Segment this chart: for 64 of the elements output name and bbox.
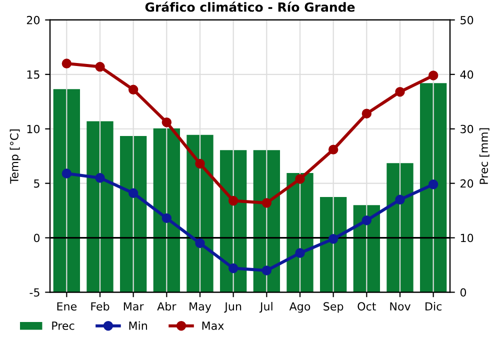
legend-label: Max (202, 322, 224, 330)
x-tick-label: May (190, 302, 212, 313)
x-tick-label: Sep (324, 302, 344, 313)
x-tick-label: Jun (224, 302, 242, 313)
y-axis-title: Temp [°C] (10, 129, 21, 184)
point (62, 58, 72, 68)
x-tick-label: Ene (57, 302, 77, 311)
point (162, 213, 172, 224)
y-tick-label: 5 (34, 179, 40, 188)
y-tick-label: 15 (27, 70, 40, 79)
point (295, 248, 305, 258)
y2-tick-label: 50 (460, 16, 474, 24)
legend-label: Min (129, 321, 147, 330)
y2-tick-label: 10 (460, 234, 474, 242)
bar (120, 136, 147, 292)
y2-tick-label: 40 (460, 70, 474, 79)
point (162, 117, 172, 128)
point (95, 62, 105, 72)
y-tick-label: -5 (30, 288, 40, 297)
x-tick-label: Feb (91, 302, 110, 311)
bar (420, 83, 447, 292)
x-tick-label: Oct (358, 302, 376, 311)
bar (386, 163, 414, 292)
bar (153, 128, 180, 292)
y-tick-label: 10 (27, 124, 40, 134)
point (395, 194, 405, 205)
x-tick-label: Mar (124, 302, 144, 311)
x-tick-label: Dic (426, 302, 442, 311)
chart-title: Gráfico climático - Río Grande (145, 2, 355, 12)
x-tick-label: Abr (157, 302, 176, 311)
point (228, 196, 238, 206)
point (262, 198, 272, 208)
bar (320, 196, 347, 292)
y-tick-label: 20 (26, 16, 40, 24)
point (128, 84, 138, 95)
point (128, 188, 138, 198)
point (228, 263, 238, 274)
point (328, 234, 338, 244)
point (362, 108, 372, 118)
point (295, 174, 305, 184)
point (195, 238, 205, 248)
bar (253, 150, 280, 292)
point (195, 158, 205, 169)
y2-axis-title: Prec [mm] (479, 128, 490, 184)
x-tick-label: Ago (289, 302, 310, 313)
bar (353, 205, 380, 292)
point (95, 173, 105, 183)
point (362, 216, 372, 226)
point (262, 266, 272, 276)
bar (186, 134, 214, 292)
bar (53, 89, 80, 292)
legend-label: Prec (52, 322, 74, 330)
point (428, 70, 438, 80)
point (62, 168, 72, 178)
point (328, 144, 338, 154)
point (395, 86, 405, 97)
x-tick-label: Jul (259, 302, 272, 313)
point (428, 180, 438, 190)
y-tick-label: 0 (34, 234, 40, 242)
y2-tick-label: 20 (460, 179, 474, 188)
y2-tick-label: 30 (460, 124, 474, 134)
bar (86, 121, 114, 292)
y2-tick-label: 0 (460, 288, 466, 297)
x-tick-label: Nov (390, 302, 411, 311)
